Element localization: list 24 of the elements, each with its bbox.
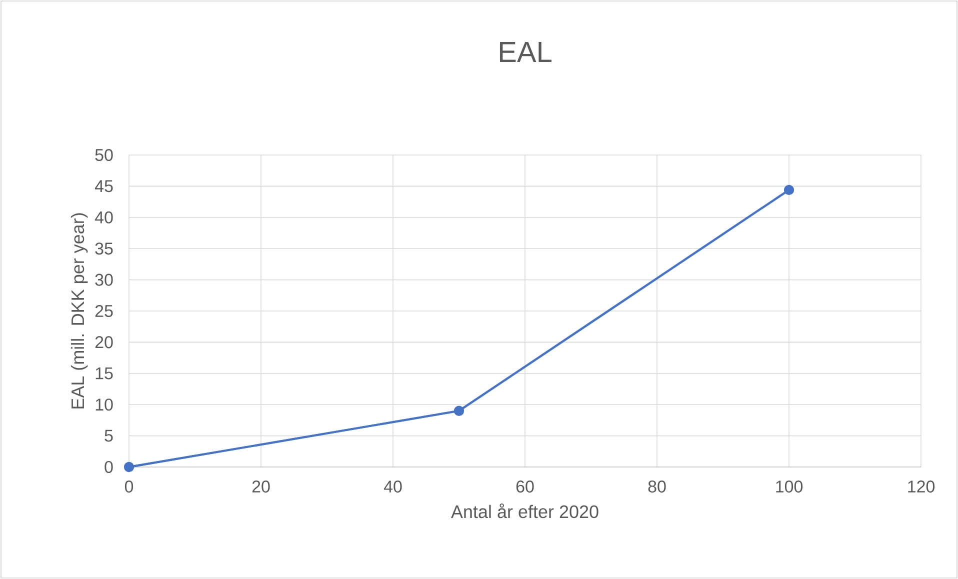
point (454, 406, 464, 416)
y-tick-label: 10 (96, 398, 113, 411)
x-tick-label: 80 (648, 480, 666, 493)
y-tick-label: 50 (95, 148, 113, 162)
point (124, 462, 134, 472)
x-tick-label: 60 (516, 480, 534, 493)
y-tick-label: 20 (95, 336, 113, 348)
y-tick-label: 40 (94, 211, 113, 224)
point (784, 184, 794, 196)
y-axis-title: EAL (mill. DKK per year) (70, 213, 88, 408)
y-tick-label: 5 (104, 430, 113, 442)
x-tick-label: 40 (384, 480, 402, 493)
y-tick-label: 25 (95, 304, 113, 318)
y-tick-label: 0 (104, 460, 113, 474)
x-tick-label: 20 (252, 480, 270, 493)
x-tick-label: 0 (124, 480, 134, 493)
y-tick-label: 30 (95, 274, 113, 286)
y-tick-label: 15 (96, 367, 113, 380)
x-axis-title: Antal år efter 2020 (450, 503, 598, 518)
y-tick-label: 35 (95, 242, 113, 255)
y-tick-label: 45 (94, 180, 113, 192)
x-tick-label: 120 (908, 480, 935, 493)
x-tick-label: 100 (776, 480, 803, 493)
chart-title: EAL (500, 42, 552, 62)
